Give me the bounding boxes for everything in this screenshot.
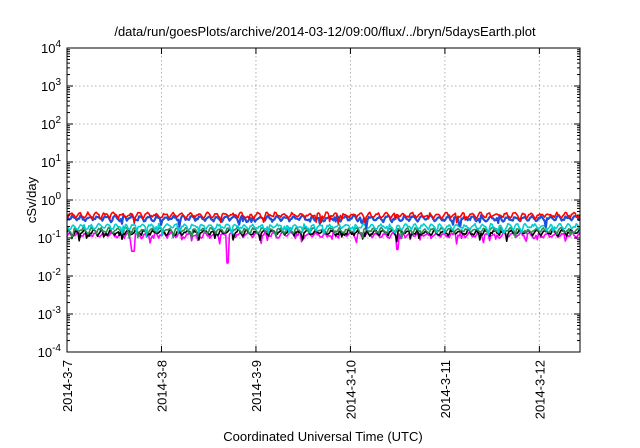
chart-title: /data/run/goesPlots/archive/2014-03-12/0…: [114, 24, 536, 39]
axis-ticks: 10-4 10-3 10-2 10-1 100 101 102 103 104 2014-3-7 2…: [38, 39, 580, 419]
y-tick-label: 102: [41, 115, 61, 132]
y-tick-label: 10-4: [38, 343, 62, 360]
grid-lines: [67, 48, 580, 352]
series-line: [66, 231, 581, 264]
y-tick-label: 101: [41, 153, 61, 170]
y-tick-label: 103: [41, 77, 61, 94]
y-tick-label: 10-2: [38, 267, 62, 284]
y-tick-label: 104: [41, 39, 61, 56]
y-tick-label: 10-3: [38, 305, 62, 322]
series-line: [66, 211, 581, 225]
y-tick-label: 100: [41, 191, 61, 208]
x-tick-label: 2014-3-10: [343, 360, 358, 419]
x-tick-label: 2014-3-11: [438, 360, 453, 418]
series-lines: [66, 211, 581, 264]
series-line: [66, 222, 581, 237]
x-tick-label: 2014-3-9: [249, 360, 264, 412]
series-line: [66, 214, 581, 230]
y-axis-label: cSv/day: [24, 176, 39, 223]
x-axis-label: Coordinated Universal Time (UTC): [223, 429, 422, 444]
x-tick-label: 2014-3-12: [532, 360, 547, 419]
x-tick-label: 2014-3-8: [154, 360, 169, 412]
x-tick-label: 2014-3-7: [60, 360, 75, 412]
y-tick-label: 10-1: [38, 229, 62, 246]
